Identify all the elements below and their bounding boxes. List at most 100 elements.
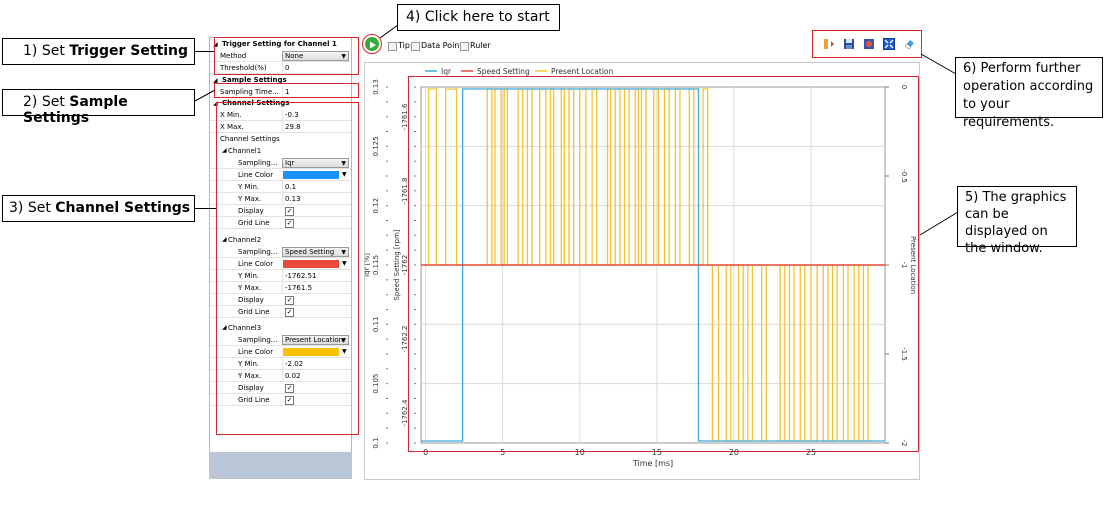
method-dropdown[interactable]: None ▼ xyxy=(282,51,349,61)
line-color-label: Line Color xyxy=(238,260,274,268)
location-axis-tick-label: 0 xyxy=(900,85,908,89)
chevron-down-icon[interactable]: ▼ xyxy=(342,348,347,355)
grid-line-label: Grid Line xyxy=(238,219,270,227)
channel1-sampling-dropdown[interactable]: Iqr ▼ xyxy=(282,158,349,168)
ymin-label: Y Min. xyxy=(238,183,260,191)
ymin-value[interactable]: 0.1 xyxy=(282,181,351,193)
trigger-setting-header: Trigger Setting for Channel 1 xyxy=(222,40,337,48)
grid-line-label: Grid Line xyxy=(238,308,270,316)
xmax-value[interactable]: 29.8 xyxy=(282,121,351,133)
channel3-display-checkbox[interactable]: ✓ xyxy=(285,384,294,393)
channel2-display-row[interactable]: Display ✓ xyxy=(210,294,351,306)
channel2-grid-checkbox[interactable]: ✓ xyxy=(285,308,294,317)
callout-6-text: 6) Perform further operation according t… xyxy=(963,61,1094,130)
xmax-row[interactable]: X Max. 29.8 xyxy=(210,121,351,133)
import-icon[interactable] xyxy=(823,38,835,50)
location-axis-tick-label: -1.5 xyxy=(900,347,908,361)
callout-6: 6) Perform further operation according t… xyxy=(955,57,1103,130)
ruler-checkbox[interactable] xyxy=(460,42,469,51)
iqr-axis-tick-label: 0.12 xyxy=(372,198,380,214)
trigger-setting-category[interactable]: ◢ Trigger Setting for Channel 1 xyxy=(210,39,351,50)
ymax-value[interactable]: -1761.5 xyxy=(282,282,351,294)
save-icon[interactable] xyxy=(843,38,855,50)
channel3-group[interactable]: ◢ Channel3 xyxy=(210,322,351,334)
callout-2: 2) Set Sample Settings xyxy=(2,89,195,126)
sampling-time-label: Sampling Time... xyxy=(220,88,279,96)
collapse-icon[interactable]: ◢ xyxy=(222,147,227,154)
sample-settings-category[interactable]: ◢ Sample Settings xyxy=(210,75,351,86)
channel2-display-checkbox[interactable]: ✓ xyxy=(285,296,294,305)
channel1-ymin-row[interactable]: Y Min. 0.1 xyxy=(210,181,351,193)
sampling-label: Sampling... xyxy=(238,248,278,256)
channel2-color-row[interactable]: Line Color ▼ xyxy=(210,258,351,270)
channel1-sampling-row[interactable]: Sampling... Iqr ▼ xyxy=(210,157,351,169)
channel-settings-group[interactable]: Channel Settings xyxy=(210,133,351,145)
ymax-value[interactable]: 0.13 xyxy=(282,193,351,205)
play-glyph xyxy=(370,41,376,49)
channel3-sampling-row[interactable]: Sampling... Present Location ▼ xyxy=(210,334,351,346)
callout-2-connector xyxy=(195,89,216,102)
play-icon[interactable] xyxy=(365,37,379,51)
screenshot-icon[interactable] xyxy=(863,38,875,50)
method-row[interactable]: Method None ▼ xyxy=(210,50,351,62)
channel-highlight-box xyxy=(216,102,359,435)
channel2-group[interactable]: ◢ Channel2 xyxy=(210,234,351,246)
sampling-value: Present Location xyxy=(285,336,344,344)
chart-svg: 0 5 10 15 20 25 Time [ms] 0.13 0.125 0.12 0.115 0.1… xyxy=(363,67,917,468)
threshold-row[interactable]: Threshold(%) 0 xyxy=(210,62,351,74)
collapse-icon[interactable]: ◢ xyxy=(213,100,218,107)
callout-3-connector xyxy=(195,208,216,209)
channel3-ymax-row[interactable]: Y Max. 0.02 xyxy=(210,370,351,382)
speed-axis-tick-label: -1762.4 xyxy=(401,399,409,427)
channel2-color-swatch[interactable] xyxy=(283,260,339,268)
speed-axis-label: Speed Setting [rpm] xyxy=(393,229,401,300)
ymax-value[interactable]: 0.02 xyxy=(282,370,351,382)
ymin-value[interactable]: -1762.51 xyxy=(282,270,351,282)
channel1-group[interactable]: ◢ Channel1 xyxy=(210,145,351,157)
data-point-checkbox[interactable] xyxy=(411,42,420,51)
collapse-icon[interactable]: ◢ xyxy=(213,41,218,48)
channel2-grid-row[interactable]: Grid Line ✓ xyxy=(210,306,351,318)
collapse-icon[interactable]: ◢ xyxy=(222,324,227,331)
channel1-color-row[interactable]: Line Color ▼ xyxy=(210,169,351,181)
ruler-label: Ruler xyxy=(470,41,491,50)
chevron-down-icon[interactable]: ▼ xyxy=(342,260,347,267)
ymax-label: Y Max. xyxy=(238,195,262,203)
threshold-value[interactable]: 0 xyxy=(282,62,351,74)
ymin-label: Y Min. xyxy=(238,272,260,280)
chevron-down-icon: ▼ xyxy=(341,337,346,344)
channel3-display-row[interactable]: Display ✓ xyxy=(210,382,351,394)
method-value: None xyxy=(285,52,304,60)
channel3-color-row[interactable]: Line Color ▼ xyxy=(210,346,351,358)
channel1-grid-row[interactable]: Grid Line ✓ xyxy=(210,217,351,229)
chevron-down-icon: ▼ xyxy=(341,53,346,60)
channel-settings-category[interactable]: ◢ Channel Settings xyxy=(210,98,351,109)
channel1-grid-checkbox[interactable]: ✓ xyxy=(285,219,294,228)
xmin-value[interactable]: -0.3 xyxy=(282,109,351,121)
callout-4-connector xyxy=(379,24,399,39)
channel1-display-checkbox[interactable]: ✓ xyxy=(285,207,294,216)
channel3-grid-row[interactable]: Grid Line ✓ xyxy=(210,394,351,406)
x-axis-label: Time [ms] xyxy=(632,459,673,468)
channel3-color-swatch[interactable] xyxy=(283,348,339,356)
collapse-icon[interactable]: ◢ xyxy=(222,236,227,243)
channel2-ymin-row[interactable]: Y Min. -1762.51 xyxy=(210,270,351,282)
channel1-color-swatch[interactable] xyxy=(283,171,339,179)
ymin-value[interactable]: -2.02 xyxy=(282,358,351,370)
tip-checkbox[interactable] xyxy=(388,42,397,51)
channel3-ymin-row[interactable]: Y Min. -2.02 xyxy=(210,358,351,370)
channel3-sampling-dropdown[interactable]: Present Location ▼ xyxy=(282,335,349,345)
channel2-ymax-row[interactable]: Y Max. -1761.5 xyxy=(210,282,351,294)
fit-icon[interactable] xyxy=(883,38,895,50)
channel3-grid-checkbox[interactable]: ✓ xyxy=(285,396,294,405)
channel2-sampling-row[interactable]: Sampling... Speed Setting ▼ xyxy=(210,246,351,258)
channel1-label: Channel1 xyxy=(228,147,262,155)
channel2-sampling-dropdown[interactable]: Speed Setting ▼ xyxy=(282,247,349,257)
collapse-icon[interactable]: ◢ xyxy=(213,77,218,84)
sampling-time-value[interactable]: 1 xyxy=(282,86,351,98)
eraser-icon[interactable] xyxy=(903,38,915,50)
channel1-ymax-row[interactable]: Y Max. 0.13 xyxy=(210,193,351,205)
chevron-down-icon[interactable]: ▼ xyxy=(342,171,347,178)
channel1-display-row[interactable]: Display ✓ xyxy=(210,205,351,217)
xmin-row[interactable]: X Min. -0.3 xyxy=(210,109,351,121)
